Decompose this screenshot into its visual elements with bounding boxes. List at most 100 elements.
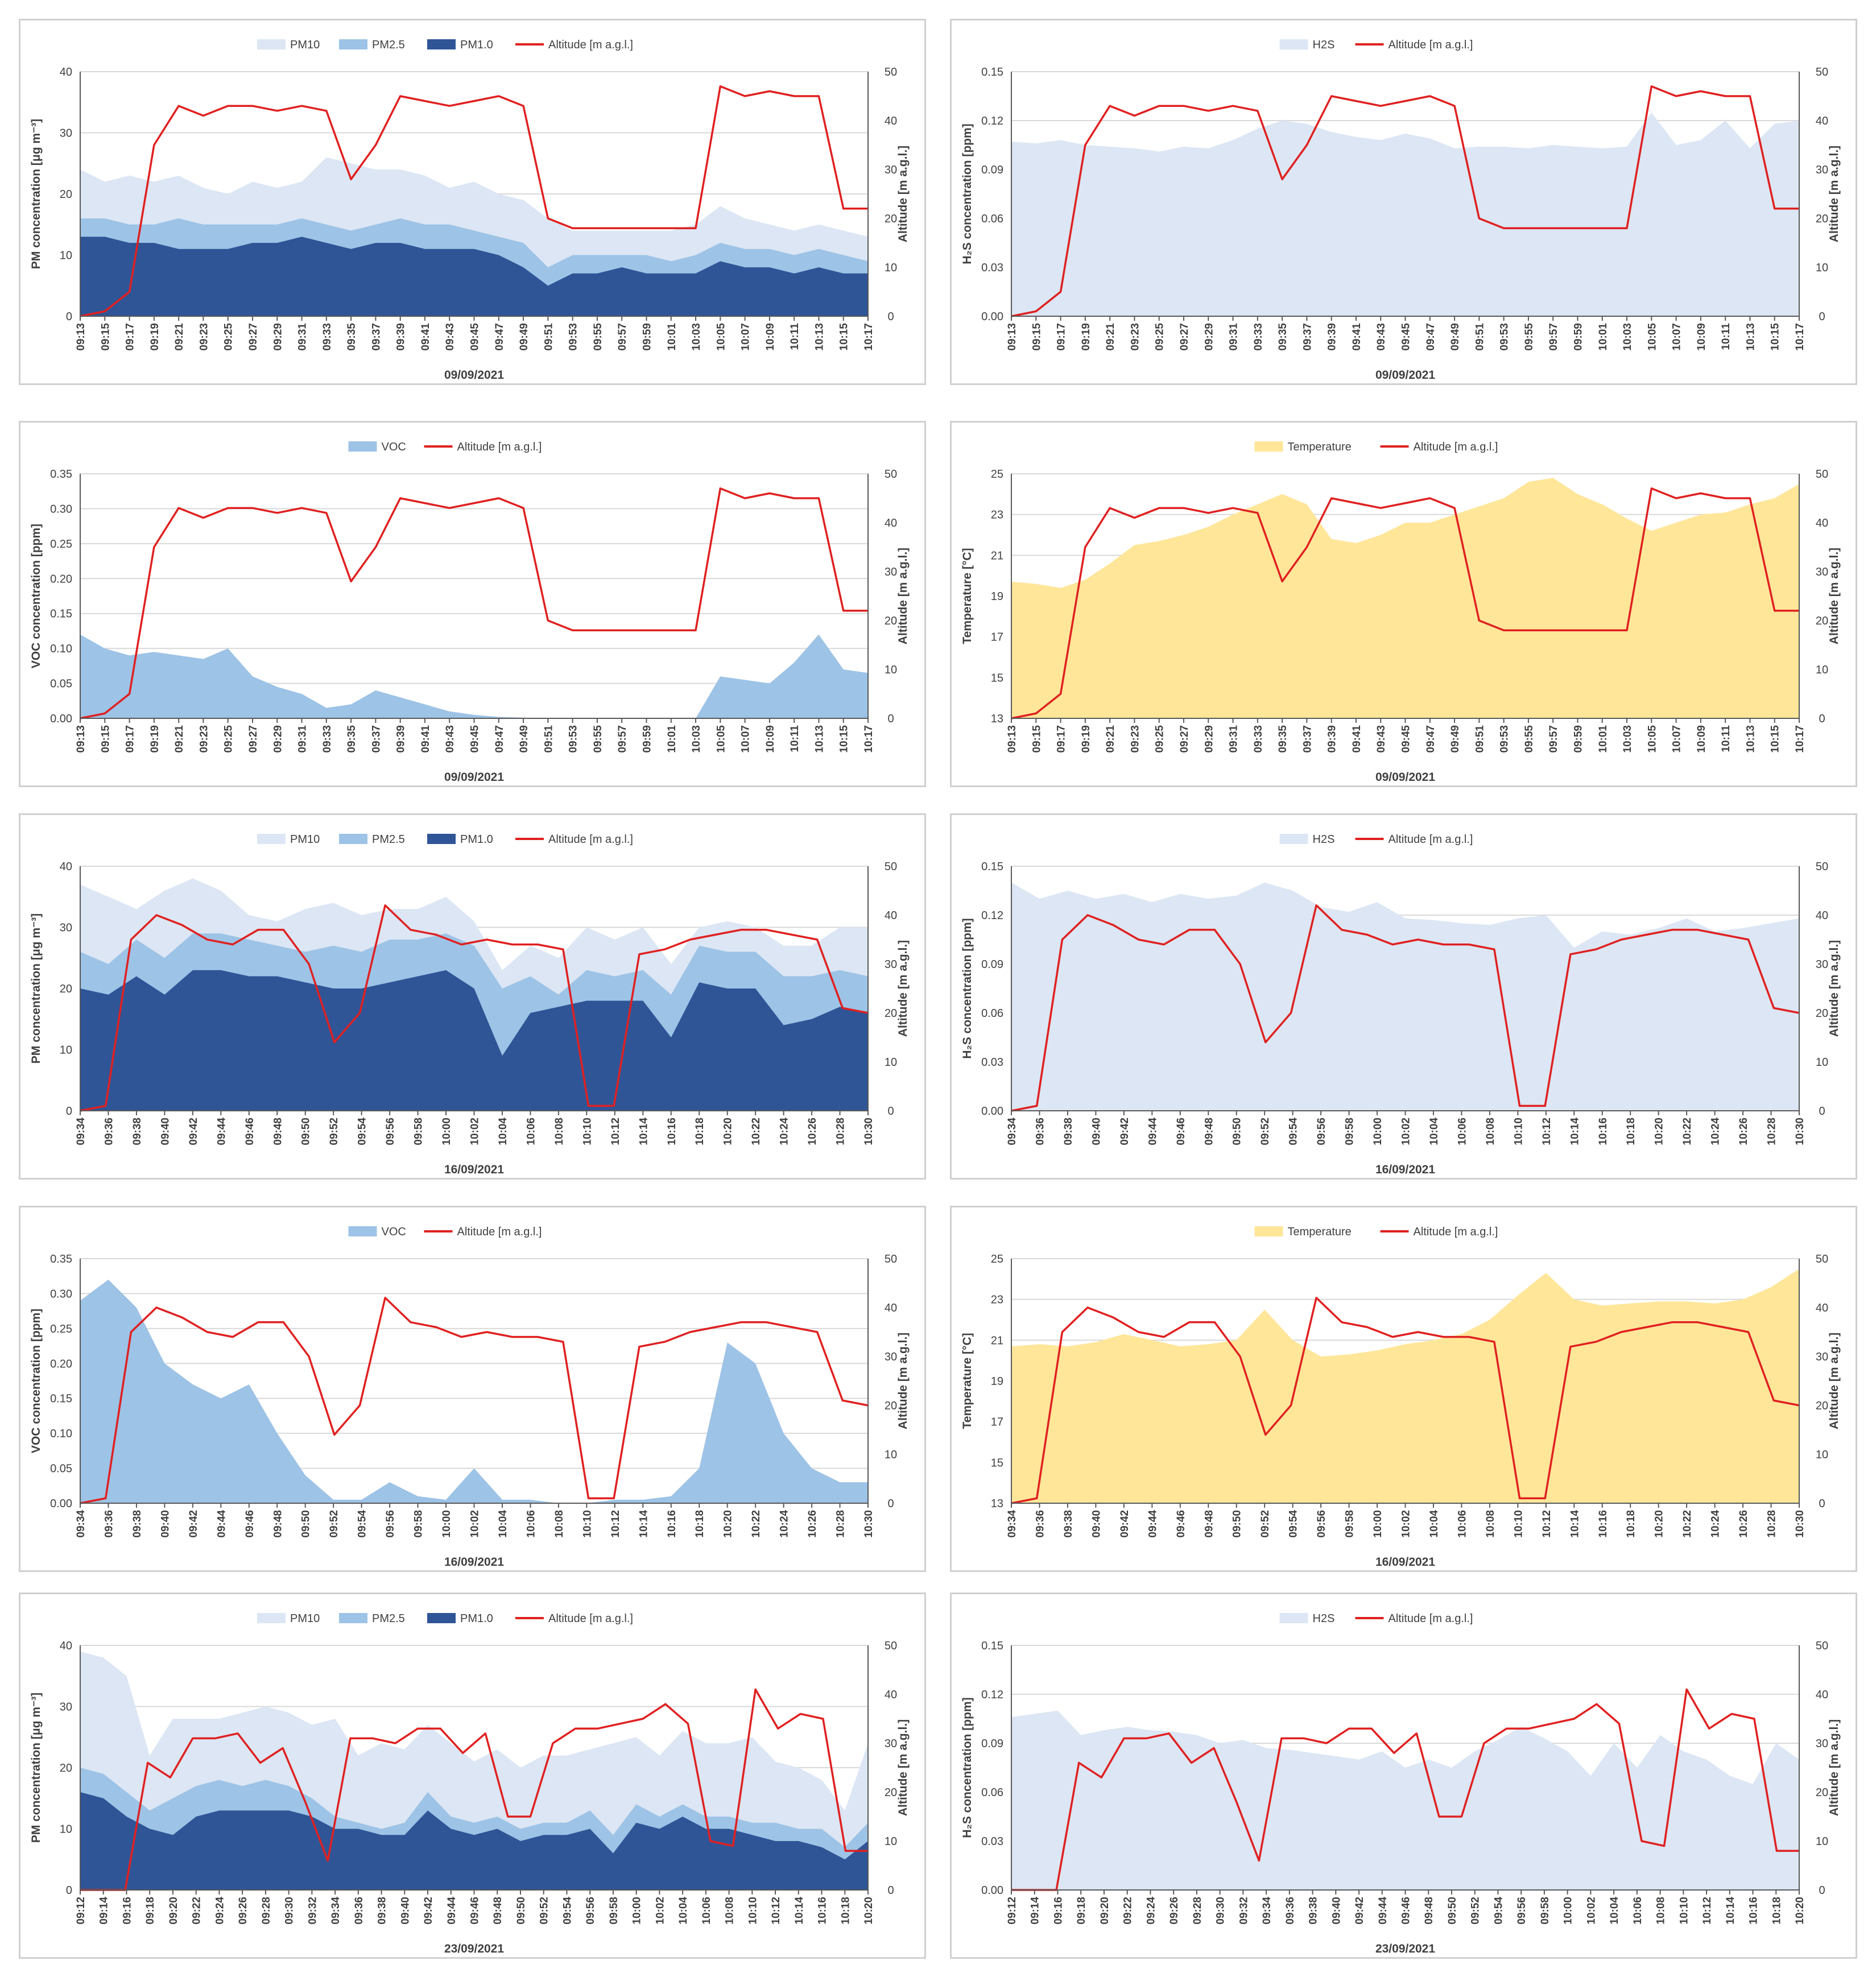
y2-tick-label: 10 [885,1056,897,1069]
x-tick-label: 10:20 [863,1897,875,1925]
y-tick-label: 40 [60,66,72,78]
x-tick-label: 09:21 [173,725,185,753]
x-tick-label: 09:44 [216,1510,228,1538]
legend-label: PM1.0 [460,1612,493,1625]
y-axis-label: Temperature [°C] [961,1333,974,1429]
x-tick-label: 09:53 [1499,323,1511,351]
x-tick-label: 09:54 [357,1510,369,1538]
x-tick-label: 09:37 [1301,725,1313,753]
x-tick-label: 09:14 [98,1897,110,1925]
legend-swatch-pm10 [427,1613,456,1623]
x-tick-label: 09:49 [518,725,530,753]
x-tick-label: 09:53 [1499,725,1511,753]
x-tick-label: 09:42 [1119,1118,1131,1145]
legend-label: Altitude [m a.g.l.] [1389,833,1473,846]
altitude-line [1011,904,1800,1112]
y2-axis-label: Altitude [m a.g.l.] [896,1333,910,1429]
x-tick-label: 10:09 [1696,725,1708,753]
y-tick-label: 0.12 [981,1689,1003,1701]
chart-panel-h2s-1609: 0.00 0.03 0.06 0.09 0.12 0.15 0 10 20 30 40 50 09:34… [950,813,1857,1180]
x-tick-label: 09:13 [1006,323,1018,351]
area-h2s [1011,112,1799,316]
y-tick-label: 0.15 [981,861,1003,873]
x-tick-label: 09:44 [446,1897,458,1925]
y2-tick-label: 50 [885,66,897,78]
y-tick-label: 25 [991,468,1003,481]
y-tick-label: 17 [991,631,1003,644]
legend-label: PM10 [290,1612,320,1625]
x-tick-label: 09:52 [328,1118,340,1145]
y2-tick-label: 10 [885,664,897,676]
x-tick-label: 09:33 [321,725,333,753]
x-tick-label: 09:39 [1327,323,1338,351]
x-tick-label: 09:34 [75,1510,87,1538]
y2-axis-label: Altitude [m a.g.l.] [896,548,910,644]
x-tick-label: 09:45 [469,725,481,753]
x-tick-label: 09:20 [1099,1897,1111,1925]
y2-tick-label: 40 [1816,909,1828,922]
legend-label: Altitude [m a.g.l.] [1389,1612,1473,1625]
x-tick-label: 10:20 [1794,1897,1806,1925]
x-tick-label: 09:50 [515,1897,527,1925]
x-tick-label: 10:07 [1671,323,1683,351]
y-tick-label: 0.03 [981,262,1003,274]
legend-swatch-h2s [1279,1613,1308,1623]
x-tick-label: 10:07 [740,725,752,753]
x-tick-label: 09:25 [223,725,235,753]
x-tick-label: 09:25 [1154,725,1166,753]
x-tick-label: 09:52 [1470,1897,1482,1925]
y-tick-label: 0.10 [50,1428,72,1440]
x-tick-label: 10:08 [1485,1118,1497,1145]
x-tick-label: 09:23 [1129,725,1141,753]
x-tick-label: 09:12 [1006,1897,1018,1925]
chart-panel-h2s-0909: 0.00 0.03 0.06 0.09 0.12 0.15 0 10 20 30 40 50 09:13… [950,19,1857,385]
legend-label: Altitude [m a.g.l.] [457,1226,542,1238]
x-tick-label: 10:11 [1720,725,1732,752]
x-tick-label: 09:58 [1539,1897,1551,1925]
x-tick-label: 09:46 [1175,1510,1187,1538]
x-tick-label: 09:18 [144,1897,156,1925]
legend-label: PM2.5 [372,39,405,51]
y2-tick-label: 30 [1816,1351,1828,1363]
legend-label: Altitude [m a.g.l.] [548,1612,633,1625]
x-tick-label: 09:53 [568,725,580,753]
y2-tick-label: 30 [885,958,897,971]
y2-tick-label: 50 [1816,468,1828,481]
legend-label: Altitude [m a.g.l.] [548,39,633,51]
x-tick-label: 09:58 [1344,1510,1356,1538]
x-tick-label: 09:29 [272,323,284,351]
y-tick-label: 0.06 [981,213,1003,225]
x-axis-date: 09/09/2021 [444,369,504,382]
x-tick-label: 10:08 [1655,1897,1667,1925]
y-tick-label: 0.25 [50,1323,72,1335]
x-tick-label: 09:54 [561,1897,573,1925]
x-tick-label: 10:05 [1646,323,1658,351]
area-pm10 [80,970,868,1111]
x-tick-label: 10:30 [863,1118,875,1145]
x-tick-label: 09:43 [444,725,456,753]
x-tick-label: 10:18 [1625,1118,1637,1145]
x-tick-label: 10:00 [441,1118,453,1145]
x-tick-label: 09:42 [423,1897,435,1925]
altitude-line [80,1297,869,1504]
y-tick-label: 19 [991,590,1003,603]
x-tick-label: 09:54 [357,1118,369,1145]
x-tick-label: 09:38 [131,1510,143,1538]
x-axis-date: 09/09/2021 [1375,369,1435,382]
x-tick-label: 10:00 [441,1510,453,1538]
x-tick-label: 09:58 [1344,1118,1356,1145]
x-tick-label: 10:15 [1770,323,1782,351]
x-tick-label: 09:48 [492,1897,504,1925]
y-tick-label: 20 [60,188,72,201]
x-tick-label: 09:40 [1090,1510,1102,1538]
x-tick-label: 09:29 [1203,323,1215,351]
x-tick-label: 09:55 [1523,725,1535,753]
x-tick-label: 10:18 [840,1897,852,1925]
x-tick-label: 10:12 [1701,1897,1713,1925]
y2-axis-label: Altitude [m a.g.l.] [896,146,910,242]
x-tick-label: 09:26 [1168,1897,1180,1925]
y-tick-label: 0.00 [981,1884,1003,1897]
legend-label: PM1.0 [460,833,493,846]
x-tick-label: 09:34 [1006,1118,1018,1145]
x-axis-date: 16/09/2021 [1375,1556,1435,1569]
